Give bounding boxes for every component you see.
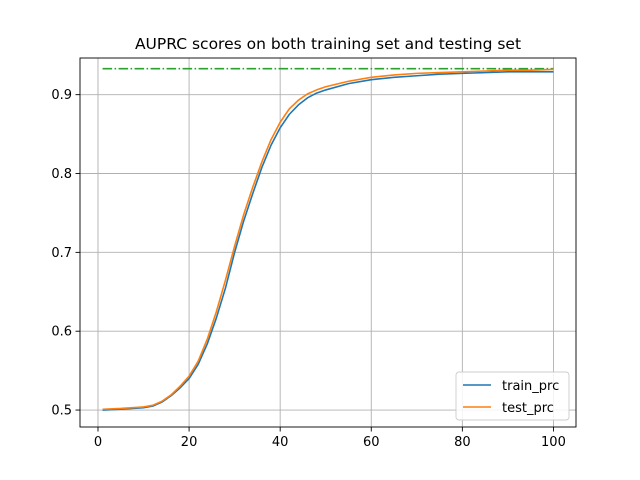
x-tick-label: 80 (454, 435, 471, 450)
y-tick-label: 0.5 (51, 404, 72, 419)
legend-box (455, 371, 570, 421)
y-tick-label: 0.9 (51, 88, 72, 103)
legend-label-test-prc: test_prc (502, 401, 554, 416)
y-tick-label: 0.6 (51, 325, 72, 340)
series-line-test-prc (102, 68, 554, 411)
legend-label-train-prc: train_prc (502, 379, 559, 394)
x-tick-label: 40 (272, 435, 289, 450)
y-tick-label: 0.8 (51, 167, 72, 182)
legend: train_prc test_prc (455, 371, 570, 421)
x-tick-label: 20 (181, 435, 198, 450)
grid-layer (80, 58, 576, 427)
plot-frame (79, 57, 577, 428)
x-tick-label: 60 (363, 435, 380, 450)
y-tick-label: 0.7 (51, 246, 72, 261)
x-tick-label: 0 (94, 435, 102, 450)
series-layer (102, 67, 554, 411)
tick-layer: 0 20 40 60 80 100 0.5 0.6 0.7 0.8 0.9 (51, 88, 566, 450)
chart-title: AUPRC scores on both training set and te… (135, 35, 521, 53)
x-tick-label: 100 (541, 435, 566, 450)
